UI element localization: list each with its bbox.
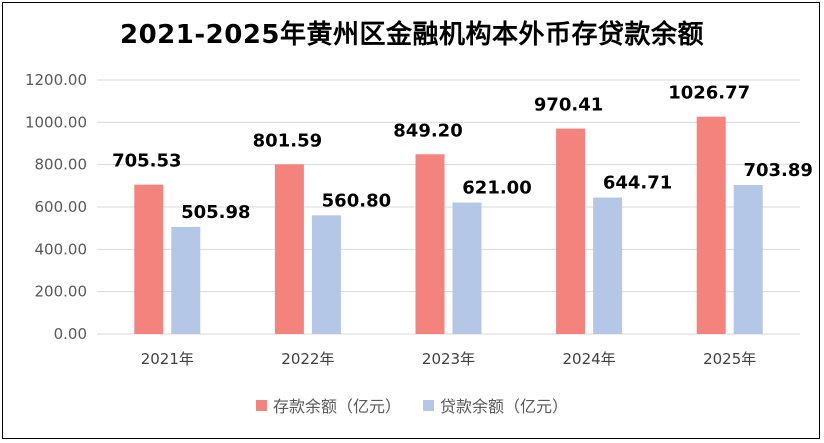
data-label-loan: 644.71 [603, 173, 672, 194]
y-tick-label: 1200.00 [25, 71, 87, 89]
bar-loan [593, 197, 623, 334]
legend: 存款余额（亿元） 贷款余额（亿元） [0, 393, 824, 417]
x-tick-label: 2024年 [563, 350, 616, 368]
data-label-loan: 621.00 [462, 178, 531, 199]
y-tick-label: 1000.00 [25, 113, 87, 131]
data-label-deposit: 705.53 [112, 151, 181, 172]
x-tick-label: 2023年 [422, 350, 475, 368]
legend-label-loan: 贷款余额（亿元） [440, 397, 569, 416]
bar-loan [171, 226, 201, 334]
y-tick-label: 600.00 [35, 198, 88, 216]
y-tick-label: 800.00 [35, 156, 88, 174]
data-label-deposit: 1026.77 [668, 83, 750, 104]
x-tick-label: 2022年 [281, 350, 334, 368]
legend-item-deposit: 存款余额（亿元） [255, 393, 401, 417]
chart-title: 2021-2025年黄州区金融机构本外币存贷款余额 [119, 20, 705, 50]
bar-loan [452, 202, 482, 334]
y-tick-label: 0.00 [54, 325, 87, 343]
x-tick-label: 2025年 [703, 350, 756, 368]
data-label-deposit: 801.59 [253, 130, 322, 151]
y-tick-label: 400.00 [35, 240, 88, 258]
bar-deposit [415, 154, 445, 334]
data-label-deposit: 849.20 [393, 120, 462, 141]
y-tick-label: 200.00 [35, 283, 88, 301]
bar-deposit [274, 164, 304, 334]
legend-swatch-loan [423, 399, 434, 411]
data-label-loan: 560.80 [322, 190, 391, 211]
x-tick-label: 2021年 [141, 350, 194, 368]
legend-swatch-deposit [255, 399, 267, 411]
bar-loan [311, 215, 341, 334]
legend-item-loan: 贷款余额（亿元） [423, 393, 568, 417]
data-label-loan: 505.98 [181, 202, 250, 223]
bar-deposit [556, 128, 586, 334]
data-label-loan: 703.89 [743, 160, 812, 181]
legend-label-deposit: 存款余额（亿元） [272, 397, 401, 416]
bar-deposit [696, 116, 726, 334]
data-label-deposit: 970.41 [534, 95, 603, 116]
bar-loan [733, 185, 763, 334]
bar-deposit [134, 184, 164, 334]
